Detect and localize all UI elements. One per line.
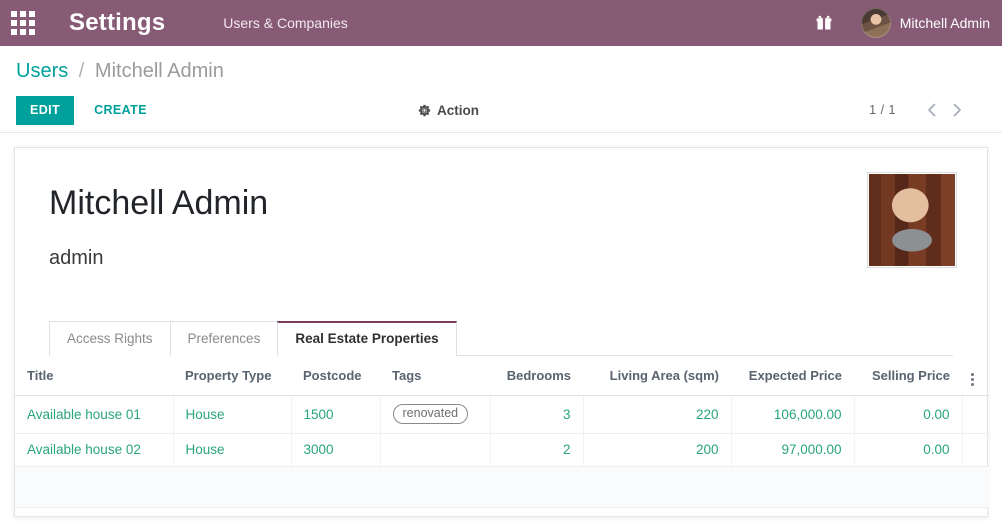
- user-photo-field[interactable]: [867, 172, 957, 268]
- cell-selling-price[interactable]: 0.00: [854, 395, 963, 434]
- table-row[interactable]: Available house 01 House 1500 renovated …: [15, 395, 989, 434]
- form-sheet: Mitchell Admin admin Access Rights Prefe…: [14, 147, 989, 517]
- apps-grid-icon: [11, 11, 35, 35]
- column-header-living-area[interactable]: Living Area (sqm): [583, 356, 731, 396]
- notebook-tabs: Access Rights Preferences Real Estate Pr…: [49, 320, 953, 356]
- action-menu[interactable]: Action: [418, 103, 479, 118]
- cell-expected-price[interactable]: 106,000.00: [731, 395, 855, 434]
- cell-row-end: [962, 395, 989, 434]
- cell-bedrooms[interactable]: 3: [490, 395, 584, 434]
- column-header-postcode[interactable]: Postcode: [291, 356, 380, 396]
- control-panel-buttons: EDIT CREATE Action 1 / 1: [16, 88, 986, 132]
- tab-real-estate-properties[interactable]: Real Estate Properties: [277, 321, 457, 356]
- pager: 1 / 1: [869, 97, 970, 123]
- cell-postcode[interactable]: 1500: [291, 395, 381, 434]
- cell-title[interactable]: Available house 02: [15, 433, 174, 467]
- column-header-property-type[interactable]: Property Type: [173, 356, 291, 396]
- gear-icon: [418, 104, 431, 117]
- user-menu-label: Mitchell Admin: [899, 15, 990, 31]
- cell-title[interactable]: Available house 01: [15, 395, 174, 434]
- breadcrumb: Users / Mitchell Admin: [16, 46, 986, 83]
- apps-menu-toggle[interactable]: [0, 0, 46, 46]
- column-header-expected-price[interactable]: Expected Price: [731, 356, 854, 396]
- login-field-value: admin: [49, 247, 104, 269]
- cell-tags[interactable]: [380, 433, 491, 467]
- table-header-row: Title Property Type Postcode Tags Bedroo…: [15, 356, 989, 396]
- cell-selling-price[interactable]: 0.00: [854, 433, 963, 467]
- properties-table: Title Property Type Postcode Tags Bedroo…: [15, 356, 989, 508]
- tab-preferences[interactable]: Preferences: [169, 321, 279, 356]
- control-panel: Users / Mitchell Admin EDIT CREATE Actio…: [0, 46, 1002, 133]
- column-header-title[interactable]: Title: [15, 356, 173, 396]
- action-menu-label: Action: [437, 102, 479, 118]
- cell-bedrooms[interactable]: 2: [490, 433, 584, 467]
- page-title: Mitchell Admin: [49, 184, 269, 222]
- navbar-right-group: Mitchell Admin: [811, 0, 990, 46]
- create-button[interactable]: CREATE: [82, 96, 159, 125]
- user-menu[interactable]: Mitchell Admin: [860, 8, 990, 38]
- table-filler-cell: [15, 466, 989, 508]
- cell-tags[interactable]: renovated: [380, 395, 491, 434]
- breadcrumb-item-users[interactable]: Users: [16, 60, 69, 82]
- cell-row-end: [962, 433, 989, 467]
- cell-property-type[interactable]: House: [173, 395, 292, 434]
- properties-one2many-list: Title Property Type Postcode Tags Bedroo…: [15, 356, 989, 508]
- cell-living-area[interactable]: 220: [583, 395, 732, 434]
- cell-living-area[interactable]: 200: [583, 433, 732, 467]
- cell-property-type[interactable]: House: [173, 433, 292, 467]
- status-badge: renovated: [392, 404, 469, 424]
- chevron-left-icon[interactable]: [918, 97, 944, 123]
- column-header-selling-price[interactable]: Selling Price: [854, 356, 962, 396]
- cell-expected-price[interactable]: 97,000.00: [731, 433, 855, 467]
- table-row[interactable]: Available house 02 House 3000 2 200 97,0…: [15, 433, 989, 467]
- edit-button[interactable]: EDIT: [16, 95, 75, 125]
- menu-users-and-companies[interactable]: Users & Companies: [223, 15, 348, 31]
- app-brand-settings[interactable]: Settings: [69, 9, 166, 36]
- top-navbar: Settings Users & Companies Mitchell Admi…: [0, 0, 1002, 46]
- gift-icon[interactable]: [811, 10, 837, 36]
- table-filler-row: [15, 466, 989, 508]
- user-photo: [869, 174, 955, 266]
- breadcrumb-item-current: Mitchell Admin: [94, 60, 224, 82]
- tab-access-rights[interactable]: Access Rights: [49, 321, 171, 356]
- notebook: Access Rights Preferences Real Estate Pr…: [15, 320, 989, 508]
- breadcrumb-separator: /: [78, 60, 85, 82]
- chevron-right-icon[interactable]: [944, 97, 970, 123]
- avatar: [860, 8, 891, 38]
- column-header-tags[interactable]: Tags: [380, 356, 490, 396]
- pager-count: 1 / 1: [869, 103, 896, 117]
- cell-postcode[interactable]: 3000: [291, 433, 381, 467]
- column-header-bedrooms[interactable]: Bedrooms: [490, 356, 583, 396]
- form-view: Mitchell Admin admin Access Rights Prefe…: [0, 133, 1002, 517]
- vertical-dots-icon: [971, 373, 974, 386]
- optional-columns-dropdown[interactable]: [962, 356, 989, 396]
